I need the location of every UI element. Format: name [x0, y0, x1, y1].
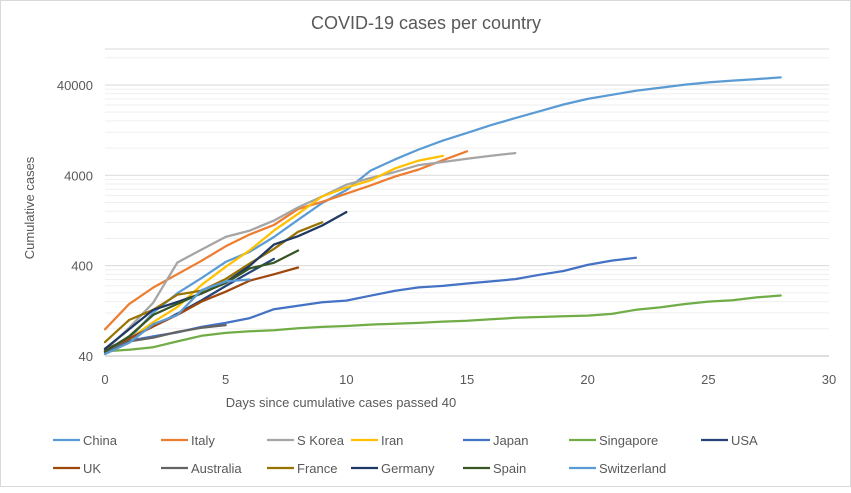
x-tick-label: 5	[222, 372, 229, 387]
legend-label-spain: Spain	[493, 461, 526, 476]
x-tick-label: 10	[339, 372, 353, 387]
x-tick-label: 15	[460, 372, 474, 387]
legend-label-singapore: Singapore	[599, 433, 658, 448]
series-line-s-korea	[103, 151, 517, 352]
legend: China Italy S Korea Iran Japan Singapore USA UK…	[53, 433, 758, 476]
series-line-iran	[103, 154, 445, 355]
y-tick-label: 400	[71, 259, 93, 274]
chart-title: COVID-19 cases per country	[311, 13, 541, 33]
series-line-japan	[103, 256, 638, 353]
legend-label-italy: Italy	[191, 433, 215, 448]
x-axis-label: Days since cumulative cases passed 40	[226, 395, 457, 410]
y-tick-labels: 40 400 4000 40000	[57, 78, 93, 364]
x-tick-labels: 0 5 10 15 20 25 30	[101, 372, 836, 387]
series-line-singapore	[103, 294, 782, 353]
y-axis-label: Cumulative cases	[22, 156, 37, 259]
x-tick-label: 30	[822, 372, 836, 387]
grid-lines	[105, 48, 829, 357]
series-line-china	[103, 76, 782, 353]
series-line-spain	[103, 249, 300, 353]
legend-label-usa: USA	[731, 433, 758, 448]
legend-label-switzerland: Switzerland	[599, 461, 666, 476]
legend-label-china: China	[83, 433, 118, 448]
x-tick-label: 0	[101, 372, 108, 387]
legend-label-uk: UK	[83, 461, 101, 476]
series-lines	[103, 76, 782, 356]
legend-label-iran: Iran	[381, 433, 403, 448]
y-tick-label: 40000	[57, 78, 93, 93]
y-tick-label: 4000	[64, 168, 93, 183]
y-tick-label: 40	[79, 349, 93, 364]
legend-label-japan: Japan	[493, 433, 528, 448]
legend-label-germany: Germany	[381, 461, 435, 476]
series-line-australia	[103, 323, 227, 355]
legend-label-s-korea: S Korea	[297, 433, 345, 448]
series-line-uk	[103, 266, 300, 351]
legend-label-france: France	[297, 461, 337, 476]
x-tick-label: 25	[701, 372, 715, 387]
legend-label-australia: Australia	[191, 461, 242, 476]
series-line-switzerland	[103, 278, 251, 356]
x-tick-label: 20	[580, 372, 594, 387]
